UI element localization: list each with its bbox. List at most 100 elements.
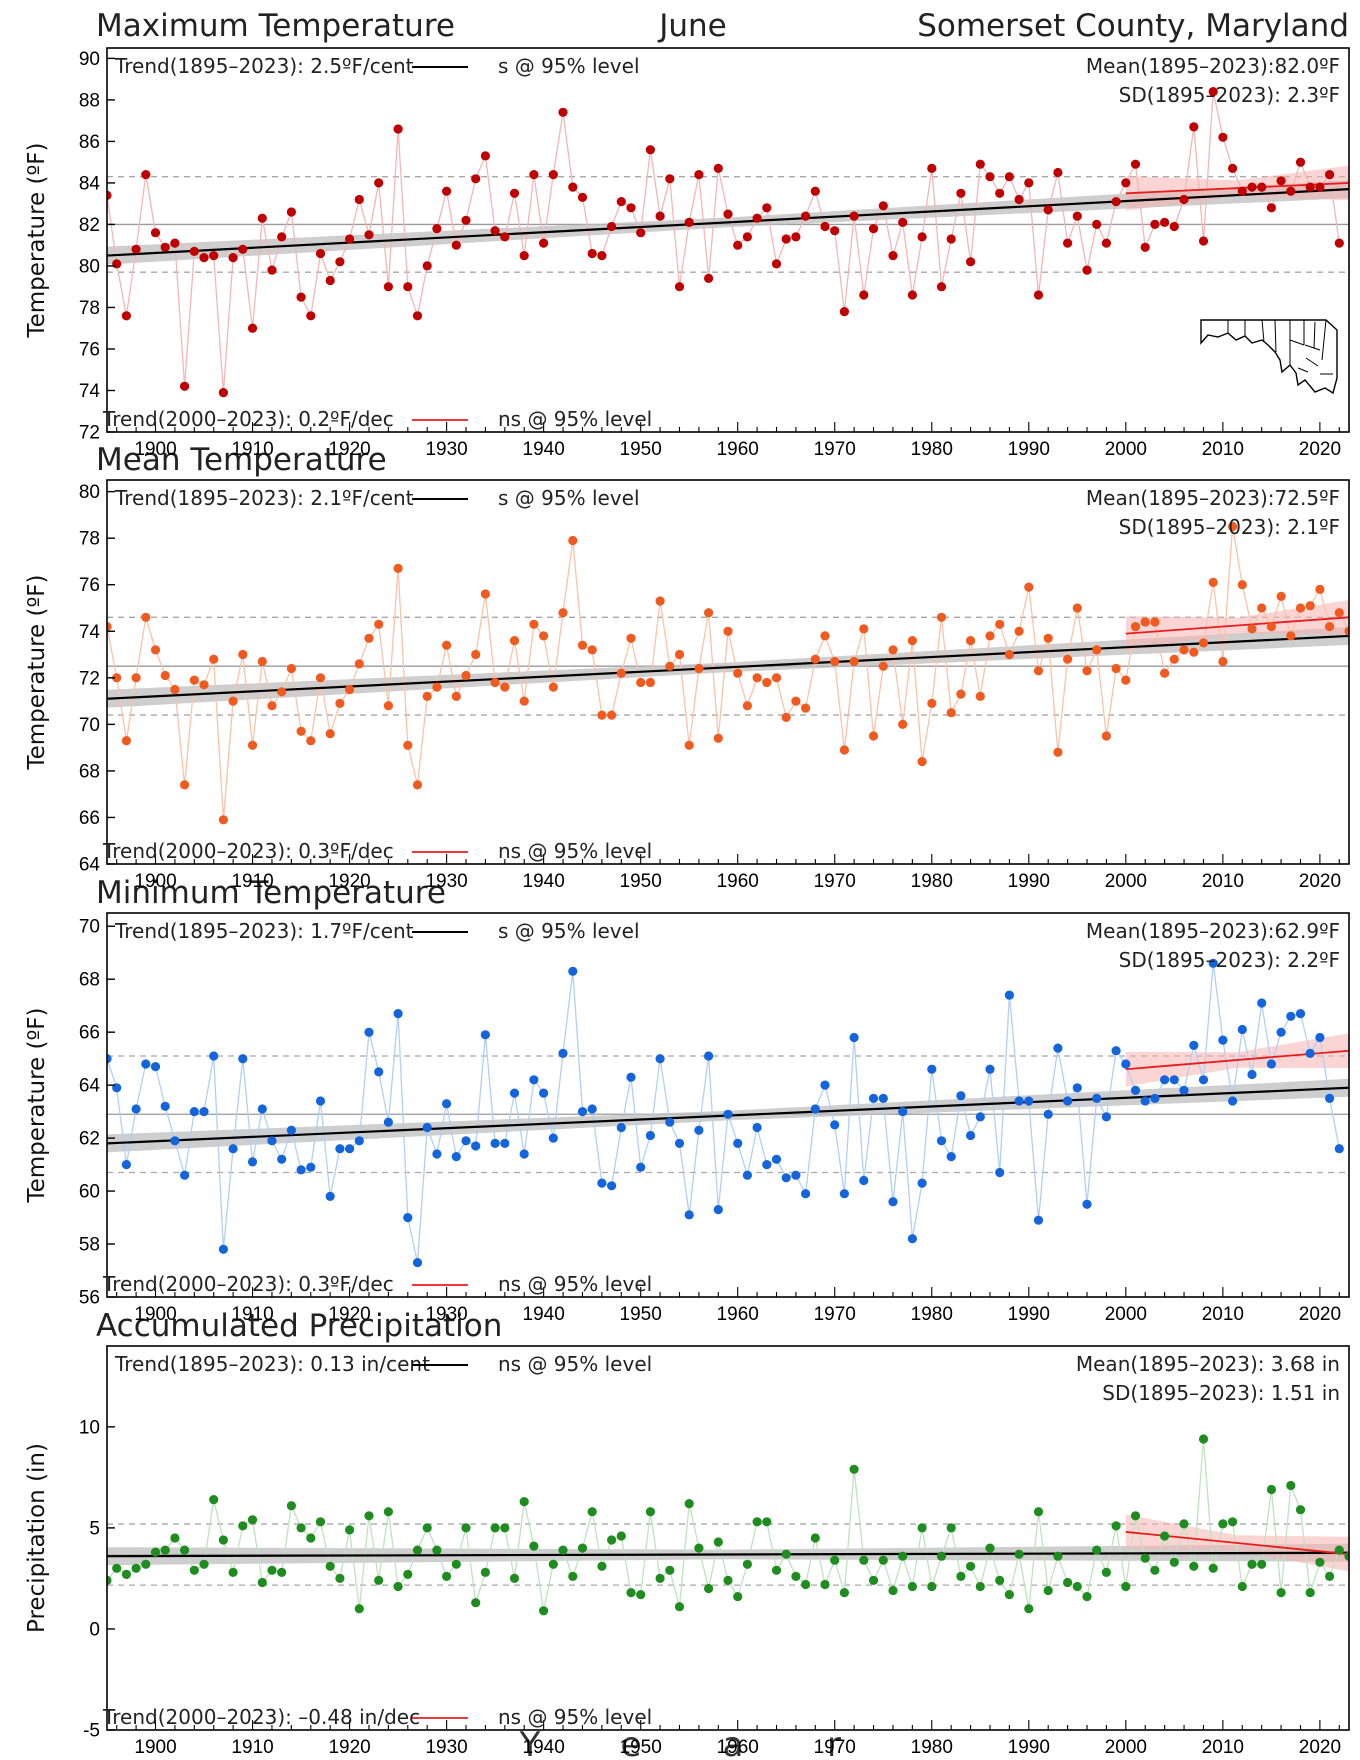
y-tick-label: 56	[79, 1288, 100, 1309]
data-point	[801, 1189, 811, 1199]
mean-label: Mean(1895–2023): 3.68 in	[1076, 1352, 1340, 1376]
data-point	[228, 1144, 238, 1154]
data-point	[878, 661, 888, 671]
data-point	[150, 1062, 161, 1072]
data-point	[791, 232, 801, 242]
data-point	[150, 645, 161, 655]
data-point	[112, 673, 122, 683]
data-point	[1237, 1581, 1247, 1592]
data-point	[1189, 1561, 1199, 1571]
data-point	[1072, 1083, 1082, 1093]
y-tick-label: 58	[79, 1235, 100, 1256]
data-point	[1228, 521, 1238, 532]
x-tick-label: 1980	[911, 1304, 953, 1325]
data-point	[859, 624, 869, 634]
data-point	[684, 1499, 694, 1509]
data-point	[218, 388, 228, 398]
y-tick-label: 68	[79, 970, 100, 991]
x-tick-label: 1990	[1008, 871, 1050, 892]
data-point	[480, 589, 490, 599]
mean-label: Mean(1895–2023):82.0ºF	[1086, 54, 1340, 78]
data-point	[820, 221, 830, 232]
data-point	[956, 689, 966, 699]
data-point	[1169, 1557, 1179, 1567]
data-point	[665, 661, 675, 671]
data-point	[694, 170, 704, 180]
x-tick-label: 1900	[134, 871, 176, 892]
chart-1-title: Maximum Temperature	[96, 8, 455, 44]
short-trend-label: Trend(2000–2023): 0.3ºF/dec	[102, 839, 394, 863]
data-point	[1033, 666, 1044, 676]
x-axis-letter-2: e	[621, 1725, 642, 1760]
data-point	[1334, 1545, 1344, 1555]
short-trend-label: Trend(2000–2023): 0.2ºF/dec	[102, 407, 394, 431]
x-tick-label: 1950	[620, 1304, 662, 1325]
data-point	[1354, 687, 1360, 696]
data-point	[374, 178, 384, 188]
x-tick-label: 2020	[1299, 439, 1341, 460]
data-point	[645, 1130, 656, 1141]
x-tick-label: 1920	[328, 1737, 370, 1758]
data-point	[170, 1533, 180, 1543]
y-tick-label: 84	[79, 173, 101, 194]
long-trend-label: Trend(1895–2023): 1.7ºF/cent	[114, 919, 414, 943]
x-tick-label: 1990	[1008, 1304, 1050, 1325]
x-axis-letter-4: r	[827, 1725, 841, 1760]
x-tick-label: 2000	[1105, 439, 1147, 460]
data-point	[1295, 603, 1306, 613]
data-point	[936, 612, 947, 622]
y-tick-label: 78	[79, 298, 100, 319]
data-point	[548, 682, 558, 692]
data-point	[907, 636, 918, 646]
data-point	[898, 719, 908, 730]
data-point	[1247, 1069, 1257, 1080]
data-point	[277, 1154, 287, 1164]
data-point	[684, 217, 694, 227]
long-trend-line	[107, 188, 1349, 257]
data-point	[1198, 1075, 1209, 1085]
data-point	[1160, 1075, 1170, 1085]
data-point	[548, 170, 558, 180]
data-point	[830, 656, 840, 667]
data-point	[801, 1579, 811, 1590]
panel-2: 64 66 68 70 72 74 76 78 80 1900 1910 1920 1930 1940 19…	[24, 479, 1360, 892]
data-point	[257, 1104, 267, 1114]
data-point	[107, 190, 112, 200]
data-point	[1072, 211, 1082, 221]
data-point	[461, 1136, 471, 1146]
data-point	[1305, 1588, 1315, 1598]
x-tick-label: 1910	[231, 871, 273, 892]
data-point	[1295, 1505, 1306, 1515]
data-point	[1247, 1559, 1257, 1569]
data-point	[238, 649, 248, 660]
data-point	[607, 1181, 617, 1191]
data-point	[762, 203, 772, 213]
data-point	[956, 1091, 966, 1101]
x-tick-label: 1940	[523, 1304, 565, 1325]
data-point	[587, 645, 597, 655]
data-point	[597, 1561, 607, 1571]
y-tick-label: 72	[79, 423, 100, 444]
data-point	[1189, 122, 1199, 132]
data-point	[238, 1521, 248, 1531]
data-point	[1266, 1484, 1276, 1495]
y-tick-label: 80	[79, 256, 100, 277]
data-point	[277, 232, 287, 242]
data-point	[296, 1523, 306, 1533]
data-point	[1101, 1567, 1111, 1577]
data-point	[810, 1533, 820, 1543]
data-point	[1063, 654, 1073, 664]
data-point	[393, 563, 403, 574]
data-point	[432, 1149, 442, 1159]
x-tick-label: 1950	[620, 1737, 662, 1758]
data-point	[1218, 656, 1228, 667]
data-point	[801, 703, 811, 713]
data-point	[577, 1543, 588, 1553]
data-point	[936, 1136, 947, 1146]
data-point	[1063, 1096, 1073, 1106]
y-tick-label: 90	[79, 49, 100, 70]
data-point	[121, 736, 131, 746]
data-point	[1218, 1519, 1228, 1529]
data-point	[956, 1571, 966, 1581]
data-point	[1295, 1009, 1306, 1019]
